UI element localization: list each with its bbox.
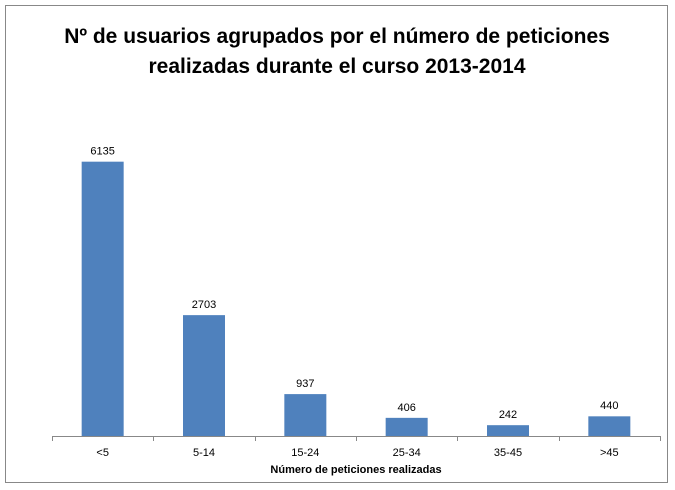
bar — [81, 161, 124, 436]
x-tick-label: <5 — [96, 447, 109, 459]
data-label: 440 — [600, 400, 618, 412]
x-tick-label: 5-14 — [193, 447, 215, 459]
x-tick-label: >45 — [600, 447, 619, 459]
data-label: 937 — [296, 378, 314, 390]
data-label: 6135 — [90, 146, 114, 158]
data-label: 2703 — [192, 299, 216, 311]
bar — [183, 315, 225, 436]
bar — [487, 425, 529, 436]
x-tick-label: 15-24 — [291, 447, 319, 459]
x-tick-label: 25-34 — [393, 447, 421, 459]
bar — [588, 416, 631, 436]
x-tick-label: 35-45 — [494, 447, 522, 459]
chart-title: Nº de usuarios agrupados por el número d… — [64, 25, 610, 78]
bar — [284, 394, 327, 436]
x-axis-label: Número de peticiones realizadas — [270, 464, 441, 476]
bar — [385, 417, 428, 436]
data-label: 406 — [397, 402, 415, 414]
data-label: 242 — [499, 409, 517, 421]
